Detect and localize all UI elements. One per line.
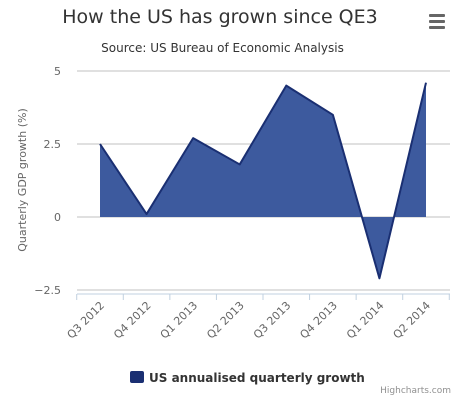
- x-tick-label: Q4 2012: [111, 299, 154, 342]
- series-area: [100, 82, 426, 279]
- data-point[interactable]: [283, 83, 289, 89]
- data-point[interactable]: [190, 135, 196, 141]
- data-point[interactable]: [423, 80, 429, 86]
- y-tick-label: −2.5: [34, 284, 61, 297]
- x-tick-label: Q1 2014: [344, 299, 387, 342]
- y-tick-label: 0: [54, 211, 61, 224]
- y-axis-labels: 5 2.5 0 −2.5: [34, 65, 61, 297]
- data-point[interactable]: [97, 141, 103, 147]
- credits-link[interactable]: Highcharts.com: [380, 386, 451, 396]
- legend-swatch: [130, 371, 144, 383]
- chart-subtitle: Source: US Bureau of Economic Analysis: [101, 41, 344, 55]
- x-tick-label: Q2 2014: [391, 299, 434, 342]
- chart-title: How the US has grown since QE3: [62, 6, 378, 28]
- y-tick-label: 5: [54, 65, 61, 78]
- x-axis-labels: Q3 2012 Q4 2012 Q1 2013 Q2 2013 Q3 2013 Q4 20…: [65, 299, 434, 342]
- hamburger-menu-icon[interactable]: [426, 10, 450, 32]
- series-line: [99, 82, 427, 280]
- data-point[interactable]: [144, 211, 150, 217]
- data-point[interactable]: [330, 112, 336, 118]
- x-tick-label: Q2 2013: [204, 299, 247, 342]
- data-point[interactable]: [376, 275, 382, 281]
- x-axis-ticks: [76, 294, 450, 300]
- data-point[interactable]: [237, 161, 243, 167]
- x-tick-label: Q3 2013: [251, 299, 294, 342]
- y-axis-title: Quarterly GDP growth (%): [16, 108, 29, 252]
- legend[interactable]: US annualised quarterly growth: [130, 371, 365, 385]
- y-tick-label: 2.5: [44, 138, 62, 151]
- legend-label: US annualised quarterly growth: [149, 371, 365, 385]
- x-tick-label: Q1 2013: [158, 299, 201, 342]
- x-tick-label: Q4 2013: [297, 299, 340, 342]
- x-tick-label: Q3 2012: [65, 299, 108, 342]
